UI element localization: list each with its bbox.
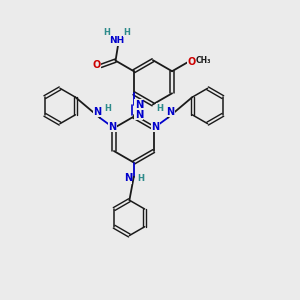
Text: N: N	[108, 122, 116, 132]
Text: N: N	[151, 122, 159, 132]
Text: N: N	[135, 110, 143, 119]
Text: N: N	[108, 122, 116, 132]
Text: N: N	[135, 110, 143, 119]
Text: H: H	[103, 28, 110, 37]
Text: N: N	[135, 100, 143, 110]
Text: O: O	[188, 57, 196, 67]
Text: N: N	[93, 107, 101, 117]
Text: N: N	[124, 173, 132, 183]
Text: H: H	[137, 174, 144, 183]
Text: O: O	[188, 57, 196, 67]
Text: H: H	[103, 28, 110, 37]
Text: N: N	[124, 173, 132, 183]
Text: N: N	[135, 100, 143, 110]
Text: N: N	[93, 107, 101, 117]
Text: H: H	[156, 104, 163, 113]
Text: H: H	[105, 104, 112, 113]
Text: O: O	[93, 60, 101, 70]
Text: H: H	[123, 28, 130, 37]
Text: H: H	[123, 28, 130, 37]
Text: H: H	[105, 104, 112, 113]
Text: NH: NH	[109, 36, 124, 45]
Text: N: N	[166, 107, 174, 117]
Text: H: H	[156, 104, 163, 113]
Text: H: H	[137, 174, 144, 183]
Text: N: N	[166, 107, 174, 117]
Text: O: O	[93, 60, 101, 70]
Text: CH₃: CH₃	[196, 56, 212, 65]
Text: N: N	[151, 122, 159, 132]
Text: NH: NH	[109, 36, 124, 45]
